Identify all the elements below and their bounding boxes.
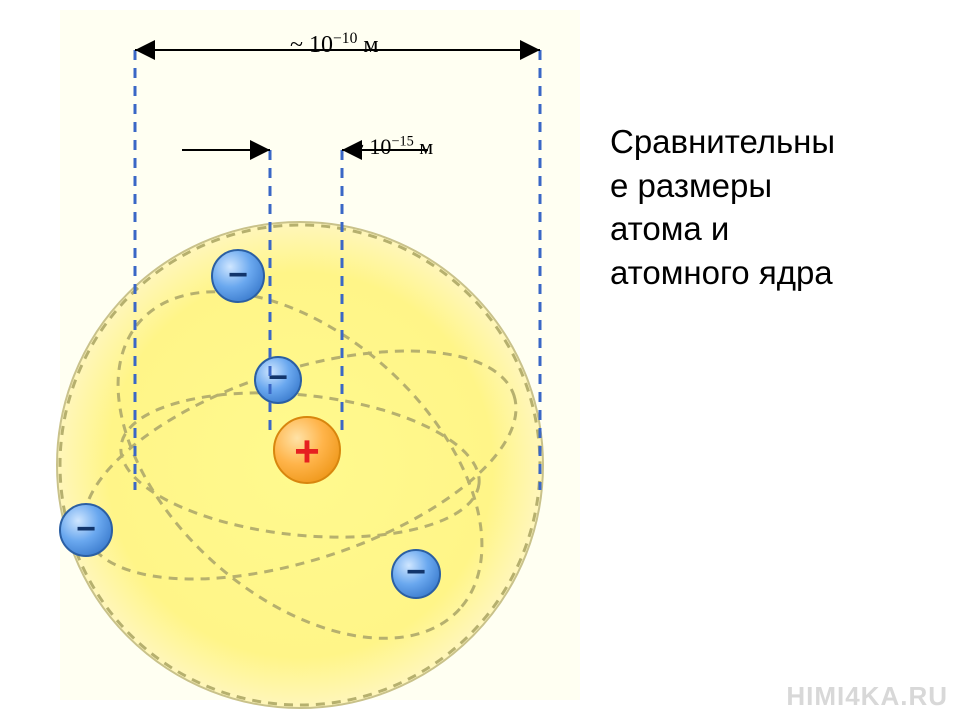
electron-symbol: − [76,510,96,548]
electron-symbol: − [228,256,248,294]
caption-line-0: Сравнительны [610,123,835,160]
dimension-atom-label: ~ 10−10 м [290,30,379,59]
atom-diagram: + −−−− [0,0,600,720]
page-container: + −−−− ~ 10−10 м ~ 10−15 м Сравнительны … [0,0,960,720]
dim-nucleus-text: ~ 10−15 м [352,134,433,159]
nucleus: + [274,417,340,483]
caption-line-3: атомного ядра [610,254,833,291]
dimension-nucleus-label: ~ 10−15 м [352,134,433,160]
caption-line-2: атома и [610,210,729,247]
caption-text: Сравнительны е размеры атома и атомного … [610,120,950,294]
dim-atom-text: ~ 10−10 м [290,32,379,58]
electron-symbol: − [406,553,426,591]
watermark: HIMI4KA.RU [786,681,948,712]
caption-line-1: е размеры [610,167,772,204]
nucleus-symbol: + [294,427,320,476]
